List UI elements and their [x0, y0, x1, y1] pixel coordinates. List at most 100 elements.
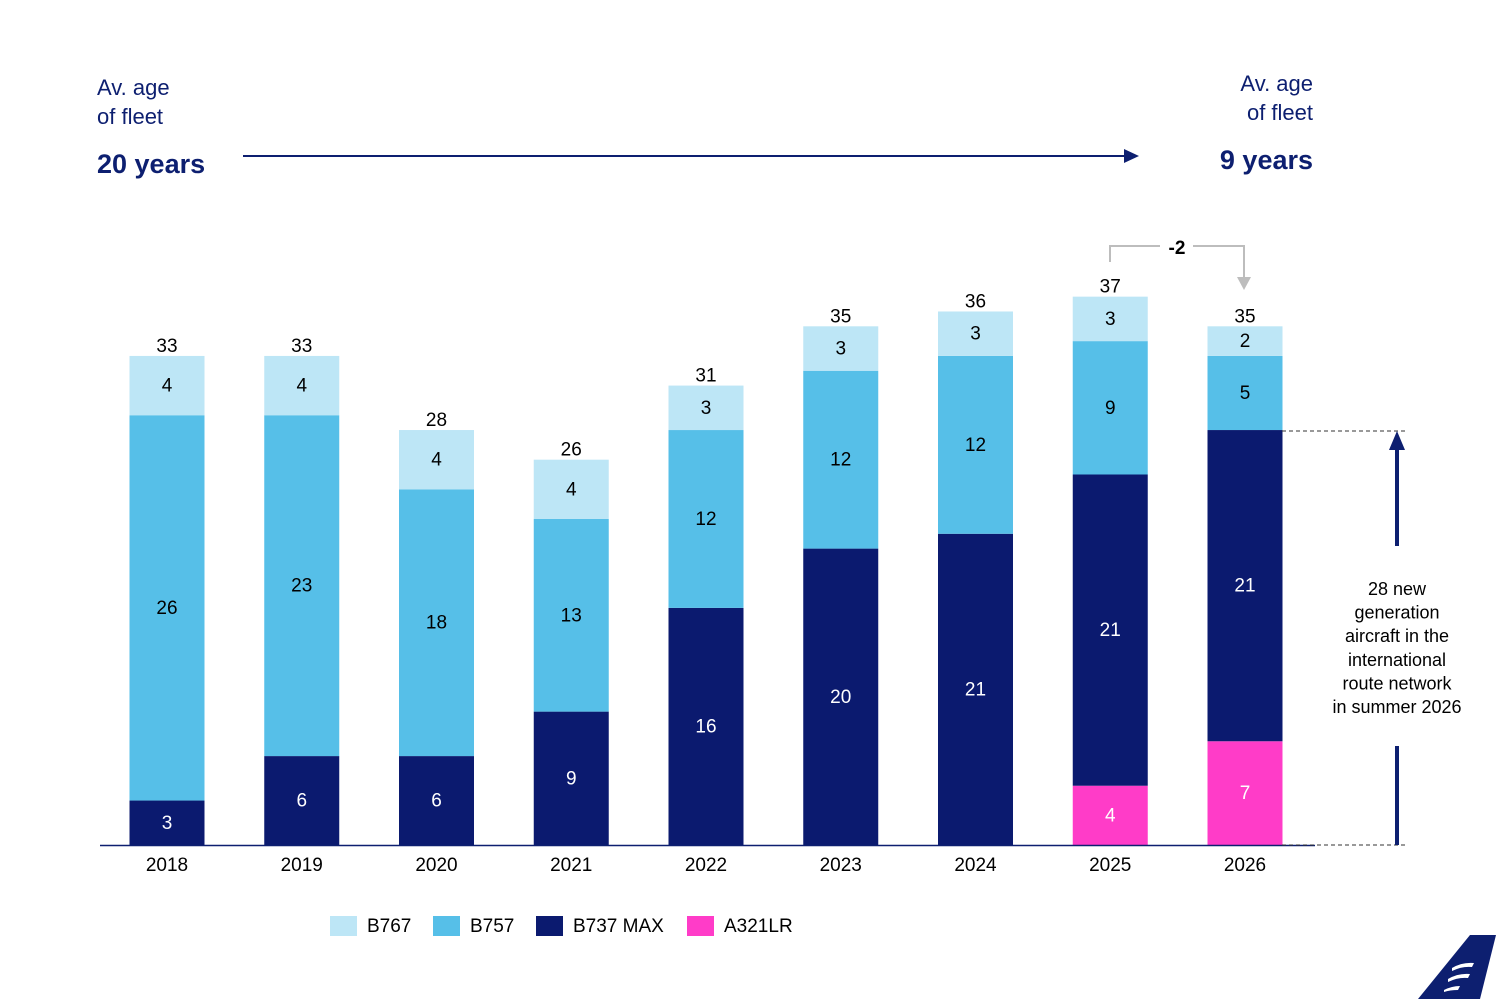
timeline-arrow: [243, 149, 1139, 163]
segment-label: 18: [426, 613, 447, 634]
segment-label: 16: [695, 716, 716, 737]
x-tick-2026: 2026: [1224, 855, 1266, 876]
left-age-value: 20 years: [97, 149, 205, 179]
right-label-line2: of fleet: [1247, 100, 1313, 125]
bar-segment-b757-2023: [803, 370, 879, 549]
bar-segment-b767-2024: [938, 311, 1013, 356]
segment-label: 13: [561, 605, 582, 626]
segment-label: 26: [156, 598, 177, 619]
bar-segment-b767-2019: [264, 355, 340, 416]
legend-swatch-b767: [330, 916, 357, 936]
segment-label: 21: [1100, 620, 1121, 641]
segment-label: 12: [695, 509, 716, 530]
segment-label: 3: [835, 339, 846, 360]
bar-segment-b757-2026: [1207, 355, 1283, 431]
bar-segment-b737-max-2020: [399, 756, 474, 845]
total-label-2025: 37: [1100, 277, 1121, 298]
bar-segment-b767-2020: [399, 430, 474, 490]
bar-segment-b737-max-2025: [1072, 474, 1148, 786]
segment-label: 9: [566, 768, 577, 789]
annotation-line: generation: [1354, 603, 1439, 623]
left-label-line2: of fleet: [97, 104, 163, 129]
header-left: Av. age of fleet 20 years: [97, 75, 205, 179]
bar-segment-b737-max-2019: [264, 756, 340, 845]
total-label-2024: 36: [965, 291, 986, 312]
segment-label: 21: [1234, 576, 1255, 597]
bar-segment-b767-2025: [1072, 296, 1148, 342]
total-label-2019: 33: [291, 336, 312, 357]
legend-label: B737 MAX: [573, 916, 664, 937]
annotation-line: 28 new: [1368, 579, 1427, 599]
segment-label: 4: [296, 376, 307, 397]
segment-label: 4: [162, 376, 173, 397]
right-age-value: 9 years: [1220, 145, 1313, 175]
bar-segment-b757-2019: [264, 415, 340, 757]
x-tick-2018: 2018: [146, 855, 188, 876]
segment-label: 4: [566, 479, 577, 500]
x-tick-2022: 2022: [685, 855, 727, 876]
segment-label: 3: [701, 398, 712, 419]
segment-label: 6: [296, 791, 307, 812]
side-annotation: 28 new generation aircraft in the internati…: [1282, 430, 1462, 846]
bar-segment-b737-max-2024: [938, 533, 1013, 845]
bar-segment-b767-2018: [129, 355, 205, 416]
bar-segment-b757-2025: [1072, 341, 1148, 475]
total-label-2021: 26: [561, 440, 582, 461]
bar-segment-b767-2023: [803, 326, 879, 371]
segment-label: 23: [291, 576, 312, 597]
bar-segment-b757-2024: [938, 355, 1013, 534]
x-tick-2024: 2024: [954, 855, 997, 876]
legend-label: A321LR: [724, 916, 793, 937]
segment-label: 20: [830, 687, 851, 708]
annotation-line: route network: [1342, 673, 1452, 693]
segment-label: 21: [965, 679, 986, 700]
segment-label: 3: [1105, 309, 1116, 330]
legend-label: B767: [367, 916, 411, 937]
legend-label: B757: [470, 916, 514, 937]
left-label-line1: Av. age: [97, 75, 170, 100]
segment-label: 7: [1240, 783, 1251, 804]
bar-segment-b737-max-2026: [1207, 430, 1283, 742]
bar-segment-b757-2018: [129, 415, 205, 801]
legend-swatch-a321lr: [687, 916, 714, 936]
x-tick-2021: 2021: [550, 855, 592, 876]
total-label-2022: 31: [695, 366, 716, 387]
right-label-line1: Av. age: [1240, 71, 1313, 96]
segment-label: 4: [1105, 805, 1116, 826]
bar-segment-b737-max-2018: [129, 800, 205, 845]
annotation-line: aircraft in the: [1345, 626, 1449, 646]
bar-segment-b767-2021: [533, 459, 609, 519]
segment-label: 12: [830, 450, 851, 471]
x-ticks: 2018 2019 2020 2021 2022 2023 2024 2025 2026: [146, 855, 1266, 876]
total-label-2020: 28: [426, 410, 447, 431]
x-tick-2025: 2025: [1089, 855, 1131, 876]
segment-label: 2: [1240, 331, 1251, 352]
tail-fin-logo-icon: [1418, 935, 1496, 999]
bar-segment-b767-2026: [1207, 326, 1283, 356]
change-label: -2: [1169, 238, 1186, 259]
segment-label: 9: [1105, 398, 1116, 419]
bar-segment-b737-max-2023: [803, 548, 879, 845]
change-bracket: -2: [1109, 238, 1251, 290]
total-label-2018: 33: [156, 336, 177, 357]
legend-swatch-b757: [433, 916, 460, 936]
bar-segment-a321lr-2026: [1207, 741, 1283, 845]
annotation-line: international: [1348, 650, 1446, 670]
legend-swatch-b737-max: [536, 916, 563, 936]
total-label-2026: 35: [1234, 306, 1255, 327]
total-label-2023: 35: [830, 306, 851, 327]
bars: 3264336234336184289134261612331201233521…: [129, 277, 1283, 845]
bar-segment-b757-2022: [668, 430, 744, 608]
header-right: Av. age of fleet 9 years: [1220, 71, 1313, 175]
bar-segment-a321lr-2025: [1072, 785, 1148, 845]
segment-label: 12: [965, 435, 986, 456]
bar-segment-b737-max-2022: [668, 607, 744, 845]
x-tick-2023: 2023: [820, 855, 862, 876]
segment-label: 3: [970, 324, 981, 345]
x-tick-2020: 2020: [415, 855, 457, 876]
bar-segment-b757-2020: [399, 489, 474, 757]
bar-segment-b767-2022: [668, 385, 744, 431]
bar-segment-b737-max-2021: [533, 711, 609, 845]
segment-label: 4: [431, 450, 442, 471]
